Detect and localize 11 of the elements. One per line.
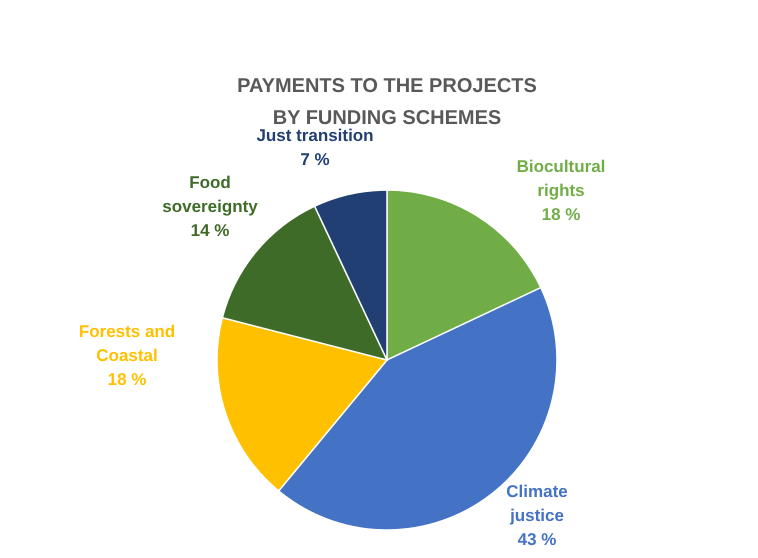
slice-label: Forests and Coastal — [78, 322, 176, 365]
data-label: 18 % — [108, 370, 146, 389]
slice-label: Climate justice — [506, 482, 568, 525]
slice-label: Just transition — [256, 126, 374, 145]
slice-label: Biocultural rights — [516, 157, 606, 200]
data-label: 7 % — [300, 150, 330, 169]
data-label: 43 % — [518, 530, 556, 549]
data-label: 14 % — [190, 221, 230, 240]
slice-label: Food sovereignty — [162, 173, 258, 216]
chart-title: PAYMENTS TO THE PROJECTS BY FUNDING SCHEMES — [237, 75, 537, 129]
data-label: 18 % — [542, 205, 580, 224]
